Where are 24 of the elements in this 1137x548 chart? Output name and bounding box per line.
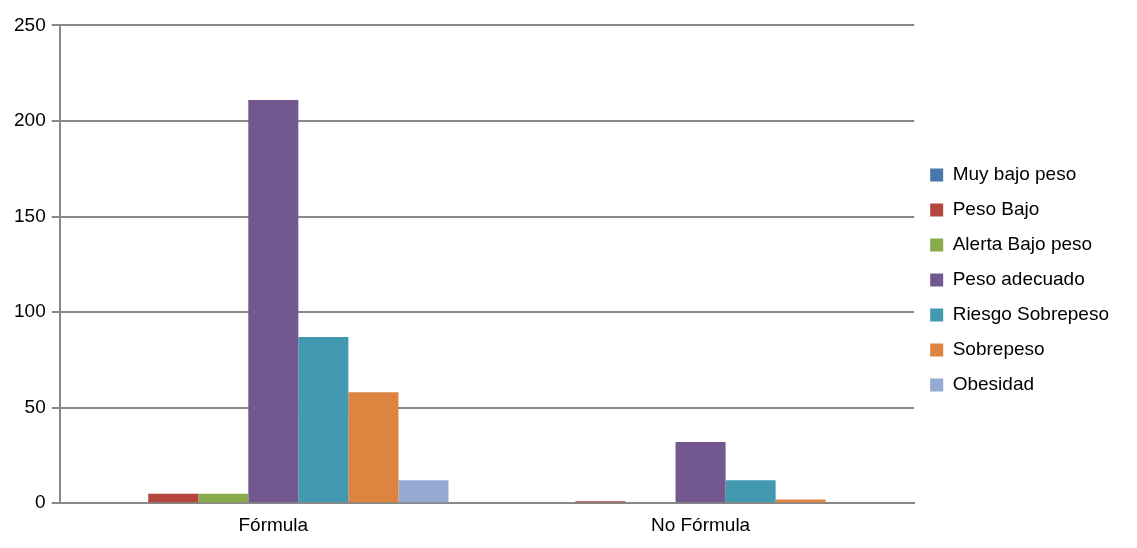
- x-tick-label: Fórmula: [238, 513, 309, 535]
- legend-label: Riesgo Sobrepeso: [952, 303, 1109, 325]
- bar: [148, 493, 199, 503]
- legend-label: Peso Bajo: [952, 198, 1040, 220]
- legend-label: Obesidad: [952, 373, 1035, 395]
- y-tick-label: 0: [35, 491, 46, 513]
- bar: [198, 493, 249, 503]
- legend-label: Peso adecuado: [952, 268, 1085, 290]
- y-tick-label: 250: [14, 13, 46, 35]
- bar: [348, 392, 399, 503]
- legend-label: Muy bajo peso: [952, 163, 1077, 185]
- legend-label: Sobrepeso: [952, 338, 1045, 360]
- y-tick-label: 100: [14, 300, 46, 322]
- legend-label: Alerta Bajo peso: [952, 233, 1093, 255]
- y-tick-label: 150: [14, 204, 46, 226]
- bar: [775, 499, 826, 503]
- bar: [725, 480, 776, 503]
- bar: [675, 442, 726, 503]
- y-tick-label: 200: [14, 109, 46, 131]
- x-tick-label: No Fórmula: [650, 513, 751, 535]
- bar: [298, 336, 349, 503]
- bar: [248, 99, 299, 503]
- bar: [398, 480, 449, 503]
- y-tick-label: 50: [24, 395, 46, 417]
